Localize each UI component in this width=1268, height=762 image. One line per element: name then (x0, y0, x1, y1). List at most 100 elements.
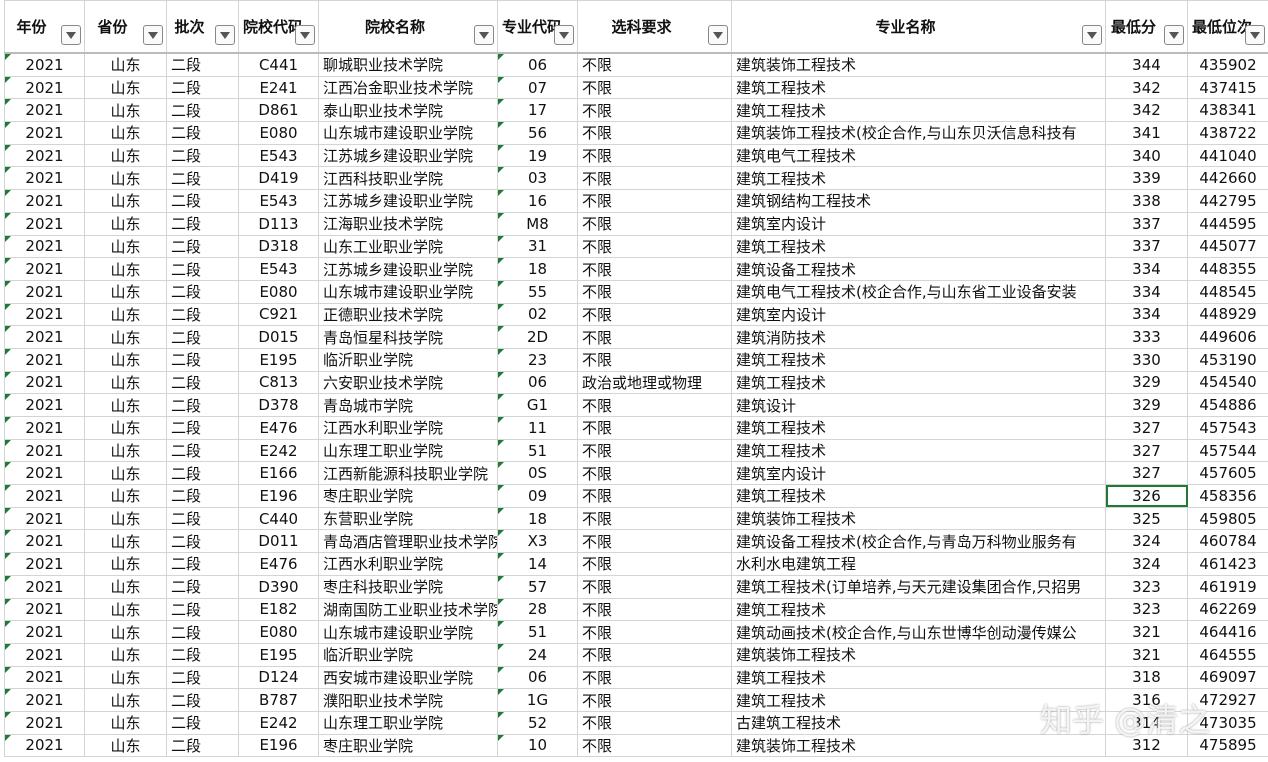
table-cell: 二段 (166, 574, 239, 599)
table-cell: 建筑装饰工程技术 (731, 52, 1106, 77)
table-cell: 濮阳职业技术学院 (318, 688, 498, 712)
table-cell: X3 (497, 529, 578, 554)
table-cell: 不限 (577, 620, 732, 644)
table-cell: 2021 (4, 461, 85, 486)
table-cell: 山东 (84, 506, 167, 531)
table-cell: 二段 (166, 642, 239, 667)
filter-button[interactable] (1082, 25, 1102, 45)
table-cell: 二段 (166, 529, 239, 554)
header-text: 年份 (16, 18, 47, 36)
table-cell: 西安城市建设职业学院 (318, 665, 498, 690)
table-cell: 2021 (4, 52, 85, 77)
table-cell: 2021 (4, 552, 85, 576)
table-cell: 不限 (577, 665, 732, 690)
table-cell: 山东 (84, 620, 167, 644)
column-header: 省份 (84, 0, 167, 54)
table-cell: 2021 (4, 710, 85, 735)
table-cell: 山东理工职业学院 (318, 710, 498, 735)
table-cell: 464555 (1187, 642, 1268, 667)
table-cell: 不限 (577, 166, 732, 191)
table-cell: 二段 (166, 438, 239, 463)
table-cell: 2021 (4, 257, 85, 281)
table-cell: 山东 (84, 597, 167, 622)
table-cell: 2021 (4, 302, 85, 327)
filter-button[interactable] (708, 25, 728, 45)
table-cell: 不限 (577, 75, 732, 100)
table-cell: 321 (1105, 642, 1188, 667)
table-cell: 建筑电气工程技术(校企合作,与山东省工业设备安装 (731, 279, 1106, 304)
table-cell: 457605 (1187, 461, 1268, 486)
table-cell: 建筑工程技术 (731, 75, 1106, 100)
table-cell: 江苏城乡建设职业学院 (318, 143, 498, 168)
table-cell: 山东 (84, 52, 167, 77)
table-cell: 11 (497, 416, 578, 440)
table-cell: 不限 (577, 710, 732, 735)
table-cell: 318 (1105, 665, 1188, 690)
filter-button[interactable] (554, 25, 574, 45)
table-cell: 二段 (166, 688, 239, 712)
table-cell: C813 (238, 370, 319, 395)
table-cell[interactable]: 326 (1105, 484, 1188, 508)
table-cell: 02 (497, 302, 578, 327)
table-cell: 448355 (1187, 257, 1268, 281)
column-header: 批次 (166, 0, 239, 54)
table-cell: 二段 (166, 302, 239, 327)
table-row: 2021 山东 二段 E080 山东城市建设职业学院 55 不限 建筑电气工程技术(校企合作,… (4, 279, 1268, 304)
table-cell: 2021 (4, 279, 85, 304)
table-cell: 二段 (166, 52, 239, 77)
table-cell: 青岛酒店管理职业技术学院 (318, 529, 498, 554)
table-cell: 1G (497, 688, 578, 712)
table-cell: D378 (238, 393, 319, 417)
table-cell: 445077 (1187, 234, 1268, 259)
table-cell: 不限 (577, 98, 732, 123)
table-row: 2021 山东 二段 C921 正德职业技术学院 02 不限 建筑室内设计 334 448929 (4, 302, 1268, 327)
table-cell: 457544 (1187, 438, 1268, 463)
table-cell: 324 (1105, 552, 1188, 576)
filter-button[interactable] (1245, 25, 1265, 45)
table-cell: 2021 (4, 506, 85, 531)
table-cell: 二段 (166, 143, 239, 168)
table-cell: 不限 (577, 143, 732, 168)
filter-button[interactable] (474, 25, 494, 45)
filter-button[interactable] (61, 25, 81, 45)
table-cell: 不限 (577, 688, 732, 712)
table-cell: D124 (238, 665, 319, 690)
table-cell: 321 (1105, 620, 1188, 644)
filter-button[interactable] (215, 25, 235, 45)
table-cell: 不限 (577, 393, 732, 417)
header-text: 专业名称 (875, 18, 936, 36)
table-cell: 18 (497, 506, 578, 531)
table-cell: 454886 (1187, 393, 1268, 417)
table-cell: 51 (497, 438, 578, 463)
table-cell: 327 (1105, 438, 1188, 463)
filter-button[interactable] (143, 25, 163, 45)
table-cell: 438341 (1187, 98, 1268, 123)
table-cell: 2021 (4, 98, 85, 123)
table-cell: 建筑工程技术 (731, 370, 1106, 395)
table-cell: E080 (238, 279, 319, 304)
table-cell: 江海职业技术学院 (318, 211, 498, 236)
table-cell: 325 (1105, 506, 1188, 531)
table-cell: 古建筑工程技术 (731, 710, 1106, 735)
table-cell: 330 (1105, 347, 1188, 372)
table-cell: 山东 (84, 234, 167, 259)
table-cell: 461423 (1187, 552, 1268, 576)
table-cell: 16 (497, 189, 578, 213)
column-header: 年份 (4, 0, 85, 54)
table-cell: 不限 (577, 597, 732, 622)
table-cell: 338 (1105, 189, 1188, 213)
table-cell: 17 (497, 98, 578, 123)
table-cell: 24 (497, 642, 578, 667)
table-cell: 2021 (4, 529, 85, 554)
table-cell: 二段 (166, 506, 239, 531)
table-row: 2021 山东 二段 E476 江西水利职业学院 14 不限 水利水电建筑工程 324 46142… (4, 552, 1268, 576)
table-cell: E166 (238, 461, 319, 486)
table-row: 2021 山东 二段 E543 江苏城乡建设职业学院 18 不限 建筑设备工程技术 334 448… (4, 257, 1268, 281)
filter-button[interactable] (295, 25, 315, 45)
table-cell: 山东 (84, 438, 167, 463)
table-cell: 464416 (1187, 620, 1268, 644)
table-body: 2021 山东 二段 C441 聊城职业技术学院 06 不限 建筑装饰工程技术 344 43590… (4, 52, 1268, 758)
table-cell: 建筑工程技术 (731, 416, 1106, 440)
filter-button[interactable] (1164, 25, 1184, 45)
